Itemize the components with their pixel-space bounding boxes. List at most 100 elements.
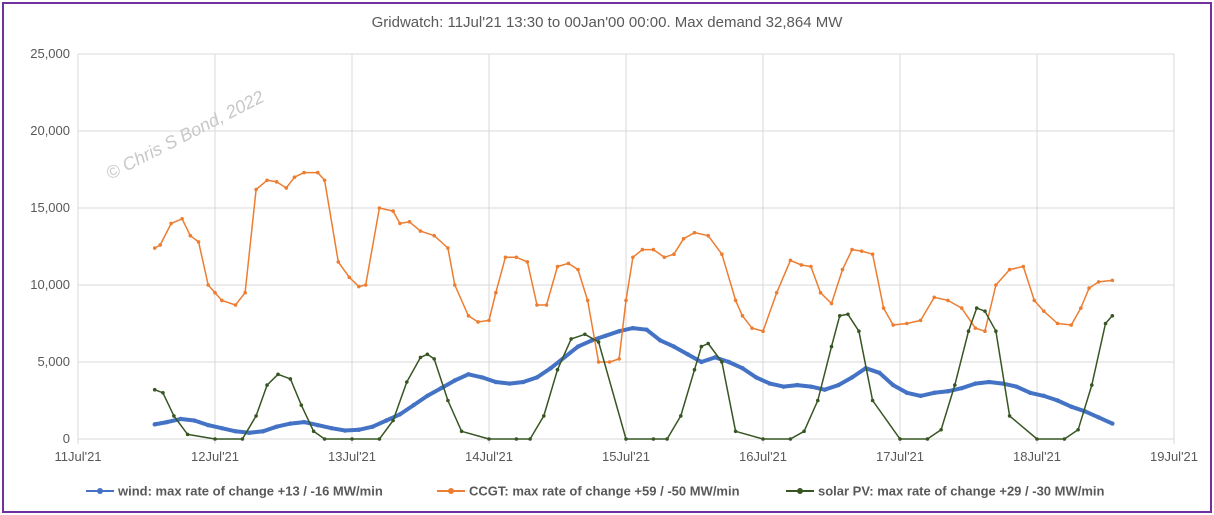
series-0-point xyxy=(288,421,293,426)
series-2-point xyxy=(322,437,327,441)
series-1-point xyxy=(336,260,341,264)
series-1-point xyxy=(265,178,269,183)
series-0-point xyxy=(932,390,937,395)
series-0-point xyxy=(849,375,855,380)
series-0-point xyxy=(1041,393,1047,399)
series-0-point xyxy=(836,382,841,388)
x-tick-label: 16Jul'21 xyxy=(739,449,787,464)
series-0-point xyxy=(822,387,827,392)
series-0-point xyxy=(315,422,320,428)
series-2-point xyxy=(405,380,409,384)
series-0-point xyxy=(795,382,800,388)
series-1-point xyxy=(631,255,635,260)
series-1-point xyxy=(870,252,875,256)
series-2-point xyxy=(1090,383,1094,387)
series-1-point xyxy=(302,170,306,175)
series-1-point xyxy=(213,290,217,295)
series-0-point xyxy=(205,422,211,428)
series-1-point xyxy=(220,298,224,303)
y-tick-label: 15,000 xyxy=(30,200,70,215)
series-0-point xyxy=(671,344,677,349)
series-1-point xyxy=(466,314,471,318)
series-1-point xyxy=(292,175,297,179)
series-1-point xyxy=(233,303,238,307)
series-1-point xyxy=(859,249,864,253)
series-1-point xyxy=(720,252,724,256)
chart-title: Gridwatch: 11Jul'21 13:30 to 00Jan'00 00… xyxy=(371,14,843,31)
series-1-point xyxy=(254,187,258,192)
series-1-point xyxy=(973,326,978,330)
series-1-point xyxy=(799,263,804,267)
series-0-point xyxy=(301,419,307,425)
series-1-point xyxy=(891,323,895,327)
series-0-point xyxy=(260,429,266,434)
series-1-point xyxy=(322,178,327,183)
series-0-point xyxy=(767,381,773,386)
series-2-point xyxy=(555,367,560,372)
series-1-point xyxy=(681,237,686,241)
series-0-point xyxy=(370,424,375,429)
series-2-point xyxy=(350,437,354,441)
series-2-point xyxy=(432,357,437,361)
series-0-point xyxy=(986,379,992,385)
series-0-point xyxy=(712,355,718,360)
series-2-point xyxy=(1062,437,1067,441)
series-2-point xyxy=(983,309,987,313)
series-0-point xyxy=(247,430,252,436)
series-0-point xyxy=(685,352,690,357)
series-0-point xyxy=(781,384,786,389)
series-1-point xyxy=(158,243,162,247)
series-1-point xyxy=(672,252,676,256)
series-1-point xyxy=(514,255,519,260)
series-1-point xyxy=(357,284,361,289)
x-tick-label: 15Jul'21 xyxy=(602,449,650,464)
series-1-point xyxy=(152,246,157,250)
series-2-point xyxy=(953,383,957,387)
series-1-point xyxy=(418,229,423,233)
series-1-point xyxy=(503,255,508,260)
series-1-point xyxy=(818,290,823,295)
series-2-point xyxy=(816,398,820,403)
series-2-point xyxy=(172,414,176,418)
series-2-point xyxy=(761,437,765,441)
y-axis-labels: 0 5,000 10,000 15,000 20,000 25,000 xyxy=(30,46,70,446)
series-0-point xyxy=(658,338,663,343)
series-0-point xyxy=(356,427,362,432)
series-0-point xyxy=(753,375,759,380)
legend-label: CCGT: max rate of change +59 / -50 MW/mi… xyxy=(469,484,740,499)
series-2-point xyxy=(837,314,842,318)
series-0-point xyxy=(425,393,430,399)
series-0-point xyxy=(164,419,170,425)
series-2-point xyxy=(542,414,546,418)
y-tick-label: 20,000 xyxy=(30,123,70,138)
series-0-point xyxy=(1110,421,1115,426)
series-1-point xyxy=(932,295,937,300)
series-2-point xyxy=(788,437,793,441)
series-2-point xyxy=(898,437,902,441)
series-2-point xyxy=(596,340,601,344)
series-1-point xyxy=(535,303,539,307)
series-0-point xyxy=(575,344,581,349)
series-1-point xyxy=(809,264,813,269)
series-1-point xyxy=(576,267,580,272)
series-1-point xyxy=(651,247,656,252)
y-tick-label: 25,000 xyxy=(30,46,70,61)
series-2-point xyxy=(720,360,724,364)
series-1-point xyxy=(1110,278,1115,283)
series-2-point xyxy=(161,391,165,395)
series-0-point xyxy=(493,379,499,385)
series-0-point xyxy=(630,325,636,331)
series-1-point xyxy=(407,220,412,224)
series-0-point xyxy=(507,381,512,386)
x-tick-label: 11Jul'21 xyxy=(54,449,101,464)
series-2-point xyxy=(299,403,304,407)
series-1-point xyxy=(983,329,987,334)
series-0-point xyxy=(521,379,526,385)
series-2-point xyxy=(846,312,850,317)
y-tick-label: 0 xyxy=(63,431,70,446)
series-0-point xyxy=(808,384,814,389)
series-1-point xyxy=(840,267,845,272)
series-0-point xyxy=(1014,384,1019,389)
